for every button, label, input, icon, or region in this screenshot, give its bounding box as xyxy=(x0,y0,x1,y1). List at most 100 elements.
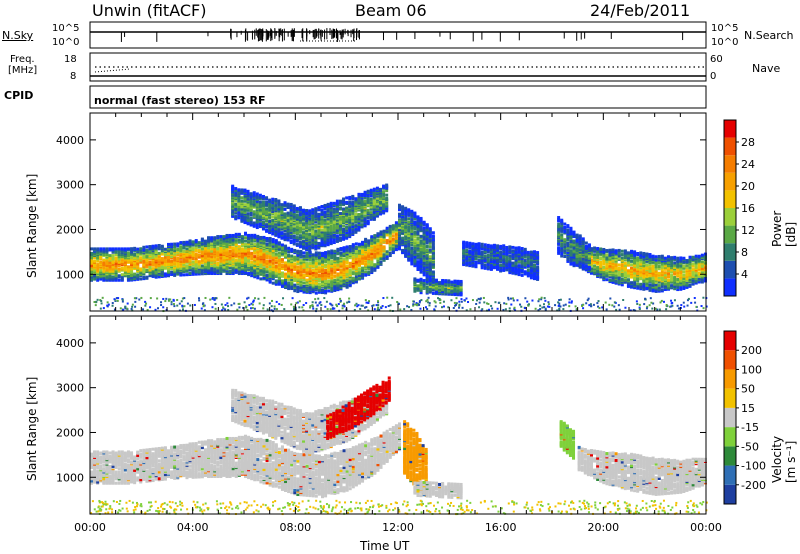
heatmap-cell xyxy=(342,224,346,228)
heatmap-cell xyxy=(265,200,269,204)
heatmap-cell xyxy=(480,250,484,254)
heatmap-cell xyxy=(382,245,386,249)
heatmap-cell xyxy=(407,208,411,212)
heatmap-cell xyxy=(231,184,235,188)
heatmap-cell xyxy=(456,284,460,288)
heatmap-cell xyxy=(428,241,432,245)
heatmap-cell xyxy=(280,260,284,264)
heatmap-cell xyxy=(170,272,174,276)
heatmap-cell xyxy=(225,238,229,242)
heatmap-cell xyxy=(369,201,373,205)
heatmap-cell xyxy=(422,256,426,260)
heatmap-cell xyxy=(471,261,475,265)
heatmap-cell xyxy=(480,266,484,270)
heatmap-cell xyxy=(151,260,155,264)
heatmap-cell xyxy=(240,213,244,217)
heatmap-cell xyxy=(335,224,339,228)
heatmap-cell xyxy=(170,251,174,255)
heatmap-cell xyxy=(450,280,454,284)
heatmap-cell xyxy=(404,236,408,240)
heatmap-cell xyxy=(345,268,349,272)
heatmap-cell xyxy=(416,236,420,240)
heatmap-cell xyxy=(151,244,155,248)
heatmap-cell xyxy=(120,252,124,256)
heatmap-cell xyxy=(416,264,420,268)
heatmap-cell xyxy=(533,263,537,267)
heatmap-cell xyxy=(499,244,503,248)
heatmap-cell xyxy=(277,211,281,215)
heatmap-cell xyxy=(338,215,342,219)
heatmap-cell xyxy=(339,258,343,262)
heatmap-cell xyxy=(277,227,281,231)
heatmap-cell xyxy=(357,197,361,201)
heatmap-cell xyxy=(302,212,306,216)
heatmap-cell xyxy=(120,258,124,262)
heatmap-cell xyxy=(361,254,365,258)
heatmap-cell xyxy=(247,263,251,267)
heatmap-cell xyxy=(293,283,297,287)
heatmap-cell xyxy=(379,205,383,209)
heatmap-cell xyxy=(126,275,130,279)
heatmap-cell xyxy=(379,196,383,200)
heatmap-cell xyxy=(299,285,303,289)
noise-right-tick-top: 10^5 xyxy=(711,23,739,34)
heatmap-cell xyxy=(163,260,167,264)
heatmap-cell xyxy=(280,267,284,271)
heatmap-cell xyxy=(357,225,361,229)
heatmap-cell xyxy=(351,219,355,223)
heatmap-cell xyxy=(351,206,355,210)
heatmap-cell xyxy=(351,194,355,198)
heatmap-cell xyxy=(431,245,435,249)
heatmap-cell xyxy=(385,254,389,258)
heatmap-cell xyxy=(471,254,475,258)
heatmap-cell xyxy=(93,274,97,278)
heatmap-cell xyxy=(265,236,269,240)
heatmap-cell xyxy=(357,257,361,261)
heatmap-cell xyxy=(213,236,217,240)
heatmap-cell xyxy=(289,239,293,243)
heatmap-cell xyxy=(261,220,265,224)
heatmap-cell xyxy=(234,232,238,236)
heatmap-cell xyxy=(323,210,327,214)
heatmap-cell xyxy=(133,261,137,265)
heatmap-cell xyxy=(533,274,537,278)
heatmap-cell xyxy=(320,208,324,212)
heatmap-cell xyxy=(444,286,448,290)
cpid-text: normal (fast stereo) 153 RF xyxy=(94,94,266,107)
heatmap-cell xyxy=(191,263,195,267)
heatmap-cell xyxy=(413,286,417,290)
heatmap-cell xyxy=(376,232,380,236)
heatmap-cell xyxy=(486,265,490,269)
heatmap-cell xyxy=(108,247,112,251)
heatmap-cell xyxy=(207,242,211,246)
heatmap-cell xyxy=(419,291,423,295)
heatmap-cell xyxy=(261,200,265,204)
heatmap-cell xyxy=(410,229,414,233)
heatmap-cell xyxy=(305,289,309,293)
heatmap-cell xyxy=(314,229,318,233)
heatmap-cell xyxy=(253,264,257,268)
heatmap-cell xyxy=(120,277,124,281)
heatmap-cell xyxy=(335,211,339,215)
heatmap-cell xyxy=(120,273,124,277)
heatmap-cell xyxy=(486,257,490,261)
heatmap-cell xyxy=(207,264,211,268)
heatmap-cell xyxy=(376,251,380,255)
heatmap-cell xyxy=(431,231,435,235)
heatmap-cell xyxy=(354,217,358,221)
heatmap-cell xyxy=(382,184,386,188)
heatmap-cell xyxy=(244,251,247,255)
heatmap-cell xyxy=(526,264,530,268)
heatmap-cell xyxy=(314,251,318,255)
heatmap-cell xyxy=(160,249,164,253)
heatmap-cell xyxy=(348,226,352,230)
heatmap-cell xyxy=(142,269,146,273)
heatmap-cell xyxy=(335,199,339,203)
heatmap-cell xyxy=(511,257,515,261)
heatmap-cell xyxy=(351,228,355,232)
heatmap-cell xyxy=(102,266,106,270)
heatmap-cell xyxy=(398,241,401,245)
heatmap-cell xyxy=(182,240,186,244)
heatmap-cell xyxy=(244,242,247,246)
heatmap-cell xyxy=(329,214,333,218)
